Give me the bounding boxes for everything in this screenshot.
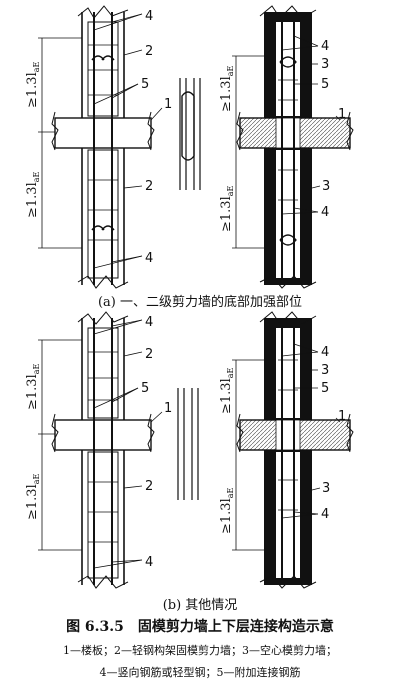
caption-a: (a) 一、二级剪力墙的底部加强部位 (97, 295, 303, 310)
dim-sub-a-upper: aE (32, 61, 41, 72)
dim-sub-b-upper: aE (32, 363, 41, 374)
panel-b-left-wall (51, 311, 155, 589)
legend-line-1: 1—楼板；2—轻钢构架固模剪力墙；3—空心模剪力墙； (63, 644, 337, 657)
panel-b-middle-detail (177, 388, 199, 500)
dim-label-b-right-lower: ≥1.3l (219, 498, 234, 534)
panel-b-right-labels: 4 3 5 1 3 4 (281, 343, 346, 522)
dim-label-b-right-upper: ≥1.3l (219, 378, 234, 414)
figure-title: 图 6.3.5 固模剪力墙上下层连接构造示意 (66, 619, 334, 635)
svg-text:≥1.3laE: ≥1.3laE (25, 61, 41, 108)
label-a-4-top: 4 (145, 9, 153, 24)
label-b-r-5: 5 (321, 381, 329, 396)
label-a-r-3-top: 3 (321, 57, 329, 72)
label-b-r-1: 1 (338, 409, 346, 424)
panel-b-right-wall (236, 311, 354, 589)
label-b-r-4-bottom: 4 (321, 507, 329, 522)
label-a-r-4-top: 4 (321, 39, 329, 54)
label-a-2-top: 2 (145, 44, 153, 59)
label-b-r-4-top: 4 (321, 345, 329, 360)
dim-sub-b-right-lower: aE (226, 487, 235, 498)
label-a-5: 5 (141, 77, 149, 92)
panel-a-left-labels: 4 2 5 1 2 4 (93, 9, 172, 269)
dim-sub-a-right-lower: aE (226, 185, 235, 196)
caption-b: (b) 其他情况 (162, 598, 238, 613)
label-b-r-3-top: 3 (321, 363, 329, 378)
panel-a-left-wall (51, 5, 155, 289)
svg-text:≥1.3laE: ≥1.3laE (25, 171, 41, 218)
dim-label-a-upper: ≥1.3l (25, 72, 40, 108)
panel-a-right-wall (236, 5, 354, 289)
dim-label-a-right-lower: ≥1.3l (219, 196, 234, 232)
svg-text:≥1.3laE: ≥1.3laE (25, 363, 41, 410)
panel-b-right-dimension: ≥1.3laE ≥1.3laE (219, 359, 264, 551)
panel-a-dimension: ≥1.3laE ≥1.3laE (25, 37, 82, 249)
panel-a-middle-detail (179, 78, 201, 190)
dim-label-a-right-upper: ≥1.3l (219, 76, 234, 112)
label-b-2-top: 2 (145, 347, 153, 362)
dim-sub-a-right-upper: aE (226, 65, 235, 76)
svg-text:≥1.3laE: ≥1.3laE (219, 185, 235, 232)
dim-sub-b-lower: aE (32, 473, 41, 484)
label-b-r-3-bottom: 3 (322, 481, 330, 496)
label-b-2-bottom: 2 (145, 479, 153, 494)
label-b-1: 1 (164, 401, 172, 416)
legend-line-2: 4—竖向钢筋或轻型钢；5—附加连接钢筋 (99, 666, 301, 679)
dim-label-a-lower: ≥1.3l (25, 182, 40, 218)
panel-b-dimension: ≥1.3laE ≥1.3laE (25, 339, 82, 551)
panel-a-right-dimension: ≥1.3laE ≥1.3laE (219, 55, 264, 249)
label-a-r-1: 1 (338, 107, 346, 122)
label-a-2-bottom: 2 (145, 179, 153, 194)
label-b-4-bottom: 4 (145, 555, 153, 570)
dim-label-b-upper: ≥1.3l (25, 374, 40, 410)
label-a-1: 1 (164, 97, 172, 112)
label-b-4-top: 4 (145, 315, 153, 330)
dim-sub-b-right-upper: aE (226, 367, 235, 378)
svg-text:≥1.3laE: ≥1.3laE (219, 487, 235, 534)
svg-text:≥1.3laE: ≥1.3laE (25, 473, 41, 520)
panel-b-left-labels: 4 2 5 1 2 4 (93, 315, 172, 570)
dim-label-b-lower: ≥1.3l (25, 484, 40, 520)
label-b-5: 5 (141, 381, 149, 396)
panel-a-right-labels: 4 3 5 1 3 4 (281, 35, 346, 220)
label-a-r-5: 5 (321, 77, 329, 92)
dim-sub-a-lower: aE (32, 171, 41, 182)
label-a-4-bottom: 4 (145, 251, 153, 266)
svg-text:≥1.3laE: ≥1.3laE (219, 65, 235, 112)
label-a-r-4-bottom: 4 (321, 205, 329, 220)
svg-text:≥1.3laE: ≥1.3laE (219, 367, 235, 414)
label-a-r-3-bottom: 3 (322, 179, 330, 194)
